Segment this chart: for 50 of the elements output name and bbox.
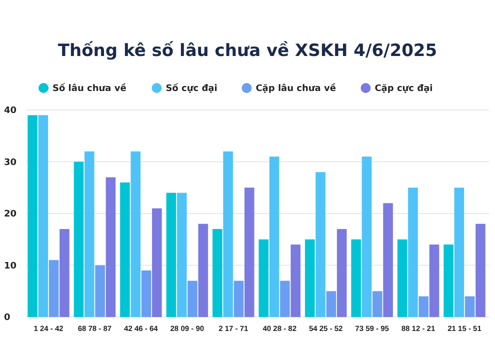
- bar: [290, 244, 300, 317]
- bar: [74, 162, 84, 317]
- bar: [429, 244, 440, 317]
- bar: [454, 188, 464, 317]
- bar: [188, 280, 198, 317]
- y-tick-label: 30: [4, 158, 17, 168]
- bar: [372, 291, 382, 317]
- bar: [28, 115, 38, 317]
- y-tick-label: 40: [4, 106, 17, 116]
- bar: [152, 208, 162, 317]
- y-tick-label: 10: [4, 261, 17, 272]
- chart-title: Thống kê số lâu chưa về XSKH 4/6/2025: [58, 41, 438, 61]
- bar: [120, 182, 130, 317]
- bar: [95, 265, 105, 317]
- bar: [336, 229, 347, 317]
- bar: [38, 115, 48, 317]
- bar: [84, 151, 94, 317]
- bar: [258, 239, 269, 317]
- bar: [397, 239, 408, 317]
- bar: [212, 229, 222, 317]
- bar: [48, 260, 59, 317]
- bar: [351, 239, 361, 317]
- bar: [223, 151, 233, 317]
- bar: [408, 188, 418, 317]
- legend-label: Cặp lâu chưa về: [256, 83, 336, 94]
- legend-label: Số cực đại: [166, 83, 218, 94]
- bar: [176, 192, 187, 317]
- bar: [106, 177, 116, 317]
- bar: [280, 280, 290, 317]
- bar: [362, 156, 372, 317]
- legend-label: Cặp cực đại: [374, 83, 433, 94]
- legend-label: Số lâu chưa về: [52, 83, 126, 94]
- bar: [418, 296, 428, 317]
- bar: [269, 156, 280, 317]
- bar: [316, 172, 326, 317]
- y-tick-label: 0: [4, 313, 10, 324]
- bar: [326, 291, 336, 317]
- bar: [198, 224, 208, 317]
- bar: [166, 192, 176, 317]
- bar: [60, 229, 70, 317]
- bar: [141, 270, 152, 317]
- bar: [476, 224, 486, 317]
- bar: [383, 203, 393, 317]
- y-tick-label: 20: [4, 210, 17, 220]
- bar: [464, 296, 475, 317]
- bar: [304, 239, 315, 317]
- bar: [234, 280, 244, 317]
- bar: [444, 244, 454, 317]
- bar: [244, 188, 254, 317]
- bar: [130, 151, 141, 317]
